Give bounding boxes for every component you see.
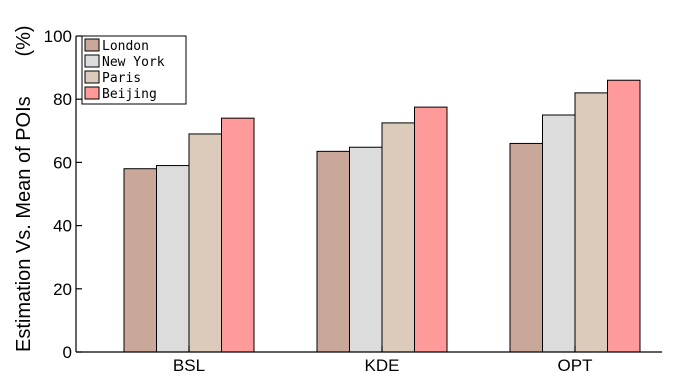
y-axis-label-group: Estimation Vs. Mean of POIs (%)	[13, 25, 35, 352]
bar-opt-london	[509, 142, 543, 353]
bars-group	[123, 79, 641, 353]
legend-swatch	[84, 54, 100, 68]
bar-bsl-london	[123, 168, 157, 353]
y-tick-label: 0	[63, 343, 72, 362]
bar-kde-beijing	[414, 106, 448, 353]
bar-kde-new-york	[349, 146, 383, 353]
y-tick-label: 60	[53, 153, 72, 172]
y-tick-label: 80	[53, 90, 72, 109]
bar-bsl-new-york	[156, 165, 190, 353]
legend-swatch	[84, 86, 100, 100]
y-tick-label: 20	[53, 280, 72, 299]
bar-opt-new-york	[542, 114, 576, 353]
y-axis-label: Estimation Vs. Mean of POIs	[13, 96, 35, 352]
legend-swatch	[84, 38, 100, 52]
axes-group: 0 20 40 60 80 100 BSL KDE OPT	[44, 27, 662, 375]
x-tick-label: KDE	[365, 356, 400, 375]
legend-label: Beijing	[102, 87, 157, 102]
legend-label: Paris	[102, 71, 141, 86]
legend-label: London	[102, 39, 149, 54]
bar-opt-paris	[574, 92, 608, 353]
bar-bsl-paris	[188, 133, 222, 353]
bar-kde-paris	[381, 122, 415, 353]
y-tick-label: 40	[53, 217, 72, 236]
x-tick-label: OPT	[558, 356, 593, 375]
bar-opt-beijing	[607, 79, 641, 353]
y-axis-unit: (%)	[13, 25, 35, 56]
bar-bsl-beijing	[221, 117, 255, 353]
legend-swatch	[84, 70, 100, 84]
legend-label: New York	[102, 55, 165, 70]
y-tick-label: 100	[44, 27, 72, 46]
bar-kde-london	[316, 150, 350, 353]
x-tick-label: BSL	[173, 356, 205, 375]
